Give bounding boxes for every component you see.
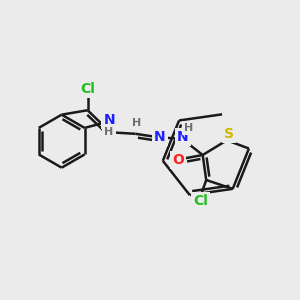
Text: N: N — [154, 130, 166, 144]
Text: H: H — [104, 128, 113, 137]
Text: Cl: Cl — [193, 194, 208, 208]
Text: O: O — [172, 153, 184, 167]
Text: H: H — [131, 118, 141, 128]
Text: H: H — [184, 123, 193, 133]
Text: S: S — [224, 127, 234, 141]
Text: N: N — [103, 113, 115, 127]
Text: Cl: Cl — [80, 82, 95, 96]
Text: N: N — [177, 130, 188, 144]
